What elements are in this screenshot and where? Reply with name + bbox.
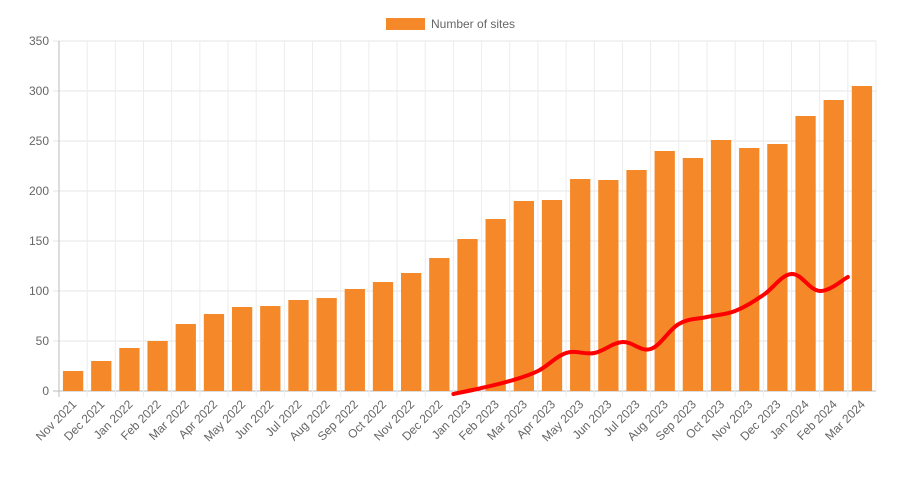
overlay-red-line xyxy=(451,272,850,396)
bar-aug-2022[interactable] xyxy=(316,298,337,391)
legend[interactable]: Number of sites xyxy=(386,17,515,31)
y-tick-label: 0 xyxy=(42,384,49,398)
bar-jun-2023[interactable] xyxy=(598,180,619,391)
bar-dec-2023[interactable] xyxy=(767,144,788,391)
bar-nov-2022[interactable] xyxy=(401,273,422,391)
overlay-line-group xyxy=(451,272,850,396)
bar-aug-2023[interactable] xyxy=(654,151,675,391)
bar-may-2022[interactable] xyxy=(231,307,253,391)
bar-sep-2022[interactable] xyxy=(344,289,365,391)
bar-mar-2022[interactable] xyxy=(175,324,196,391)
bar-jan-2023[interactable] xyxy=(457,239,478,391)
grid-lines xyxy=(53,40,877,397)
bar-jan-2024[interactable] xyxy=(795,116,816,391)
y-tick-label: 200 xyxy=(29,184,49,198)
legend-label[interactable]: Number of sites xyxy=(431,17,515,31)
bar-jun-2022[interactable] xyxy=(260,306,281,391)
bar-oct-2023[interactable] xyxy=(710,140,732,391)
bar-may-2023[interactable] xyxy=(570,179,591,391)
y-tick-label: 100 xyxy=(29,284,49,298)
bar-oct-2022[interactable] xyxy=(372,282,394,391)
legend-swatch[interactable] xyxy=(386,18,425,30)
y-tick-label: 150 xyxy=(29,234,49,248)
bar-feb-2024[interactable] xyxy=(823,100,844,391)
bar-apr-2022[interactable] xyxy=(203,314,225,391)
y-tick-label: 50 xyxy=(36,334,50,348)
bar-mar-2023[interactable] xyxy=(513,201,534,391)
bar-jul-2022[interactable] xyxy=(288,300,309,391)
y-tick-label: 300 xyxy=(29,84,49,98)
bars-group xyxy=(62,86,873,391)
bar-jul-2023[interactable] xyxy=(626,170,647,391)
bar-nov-2021[interactable] xyxy=(62,371,84,391)
bar-nov-2023[interactable] xyxy=(739,148,760,391)
bar-dec-2021[interactable] xyxy=(91,361,112,391)
y-axis: 0 50 100 150 200 250 300 350 xyxy=(29,34,49,398)
bar-feb-2022[interactable] xyxy=(147,341,168,391)
y-tick-label: 350 xyxy=(29,34,49,48)
bar-dec-2022[interactable] xyxy=(429,258,450,391)
y-tick-label: 250 xyxy=(29,134,49,148)
bar-feb-2023[interactable] xyxy=(485,219,506,391)
bar-apr-2023[interactable] xyxy=(541,200,563,391)
bar-jan-2022[interactable] xyxy=(119,348,140,391)
bar-mar-2024[interactable] xyxy=(851,86,873,391)
bar-sep-2023[interactable] xyxy=(682,158,704,391)
